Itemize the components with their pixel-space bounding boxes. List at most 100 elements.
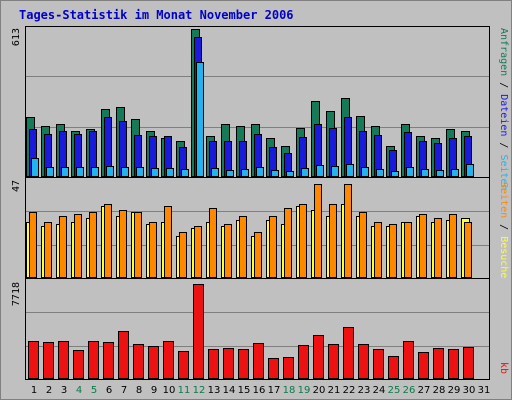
bar-kb bbox=[133, 344, 144, 379]
bar-seiten bbox=[106, 166, 114, 177]
bar-kb bbox=[163, 341, 174, 379]
bar-besuche bbox=[164, 206, 172, 278]
visits-max-label: 47 bbox=[11, 180, 22, 192]
bar-kb bbox=[358, 344, 369, 379]
day-label: 1 bbox=[31, 385, 37, 396]
hits-bars bbox=[26, 29, 474, 177]
bar-seiten bbox=[436, 170, 444, 177]
bar-seiten bbox=[121, 167, 129, 177]
bar-kb bbox=[433, 348, 444, 379]
day-label: 23 bbox=[358, 385, 371, 396]
bar-kb bbox=[403, 341, 414, 379]
day-label: 27 bbox=[418, 385, 431, 396]
legend-besuche: Besuche bbox=[498, 236, 509, 278]
bar-seiten bbox=[376, 169, 384, 177]
legend-separator: / bbox=[498, 218, 509, 236]
visits-bars bbox=[26, 184, 472, 278]
bar-besuche bbox=[44, 222, 52, 278]
bar-besuche bbox=[74, 214, 82, 278]
bar-besuche bbox=[224, 224, 232, 278]
bar-seiten bbox=[316, 165, 324, 177]
bar-besuche bbox=[299, 204, 307, 278]
bar-seiten bbox=[331, 166, 339, 177]
bar-kb bbox=[148, 346, 159, 379]
legend-seiten: Seiten bbox=[498, 154, 509, 190]
day-label: 16 bbox=[253, 385, 266, 396]
bar-seiten bbox=[226, 170, 234, 177]
bar-seiten bbox=[166, 168, 174, 177]
bar-besuche bbox=[269, 216, 277, 278]
day-axis-labels: 1 2 3 4 5 6 7 8 9 10 11 12 13 14 15 16 17 18 19 20 21 22 23 24 2… bbox=[31, 385, 491, 396]
day-label: 17 bbox=[268, 385, 281, 396]
day-label: 3 bbox=[61, 385, 67, 396]
bar-besuche bbox=[329, 204, 337, 278]
bar-kb bbox=[43, 342, 54, 379]
bar-seiten bbox=[421, 169, 429, 177]
day-label: 26 bbox=[403, 385, 416, 396]
day-label: 11 bbox=[178, 385, 191, 396]
kb-max-label: 7718 bbox=[11, 282, 22, 306]
chart-title: Tages-Statistik im Monat November 2006 bbox=[19, 8, 294, 22]
day-label: 20 bbox=[313, 385, 326, 396]
bar-kb bbox=[298, 345, 309, 379]
bar-seiten bbox=[271, 170, 279, 177]
bar-besuche bbox=[404, 222, 412, 278]
bar-seiten bbox=[391, 171, 399, 177]
day-label: 21 bbox=[328, 385, 341, 396]
legend-separator: / bbox=[498, 136, 509, 154]
day-label: 13 bbox=[208, 385, 221, 396]
bar-besuche bbox=[344, 184, 352, 278]
kb-bars bbox=[28, 284, 474, 379]
day-label: 7 bbox=[121, 385, 127, 396]
bar-seiten bbox=[136, 167, 144, 177]
bar-besuche bbox=[59, 216, 67, 278]
hits-panel: 613 Anfragen / Dateien / Seiten bbox=[11, 26, 509, 191]
bar-besuche bbox=[119, 210, 127, 278]
legend-kb: kb bbox=[498, 362, 509, 374]
day-label: 24 bbox=[373, 385, 386, 396]
bar-kb bbox=[388, 356, 399, 379]
bar-seiten bbox=[61, 167, 69, 177]
bar-besuche bbox=[284, 208, 292, 278]
bar-kb bbox=[58, 341, 69, 379]
bar-kb bbox=[448, 349, 459, 379]
bar-seiten bbox=[76, 167, 84, 177]
bar-seiten bbox=[301, 168, 309, 177]
legend-separator: / bbox=[498, 76, 509, 94]
day-label: 8 bbox=[136, 385, 142, 396]
bar-besuche bbox=[149, 222, 157, 278]
legend-seiten-visits: Seiten bbox=[498, 182, 509, 218]
hits-series-legend: Anfragen / Dateien / Seiten bbox=[498, 28, 509, 191]
bar-kb bbox=[73, 350, 84, 379]
bar-besuche bbox=[239, 216, 247, 278]
bar-kb bbox=[313, 335, 324, 379]
bar-besuche bbox=[389, 224, 397, 278]
bar-seiten bbox=[256, 167, 264, 177]
bar-kb bbox=[463, 347, 474, 379]
bar-kb bbox=[178, 351, 189, 379]
day-label: 22 bbox=[343, 385, 356, 396]
legend-dateien: Dateien bbox=[498, 94, 509, 136]
bar-kb bbox=[193, 284, 204, 379]
day-label: 6 bbox=[106, 385, 112, 396]
bar-besuche bbox=[434, 218, 442, 278]
bar-seiten bbox=[46, 167, 54, 177]
day-label: 29 bbox=[448, 385, 461, 396]
bar-besuche bbox=[374, 222, 382, 278]
bar-seiten bbox=[241, 169, 249, 177]
day-label: 2 bbox=[46, 385, 52, 396]
bar-besuche bbox=[209, 208, 217, 278]
kb-panel: 7718 kb bbox=[11, 278, 509, 380]
bar-besuche bbox=[314, 184, 322, 278]
day-label: 4 bbox=[76, 385, 82, 396]
bar-seiten bbox=[286, 171, 294, 177]
day-label: 18 bbox=[283, 385, 296, 396]
bar-kb bbox=[283, 357, 294, 379]
bar-besuche bbox=[419, 214, 427, 278]
day-label: 25 bbox=[388, 385, 401, 396]
day-label: 12 bbox=[193, 385, 206, 396]
bar-kb bbox=[238, 349, 249, 379]
bar-kb bbox=[223, 348, 234, 379]
